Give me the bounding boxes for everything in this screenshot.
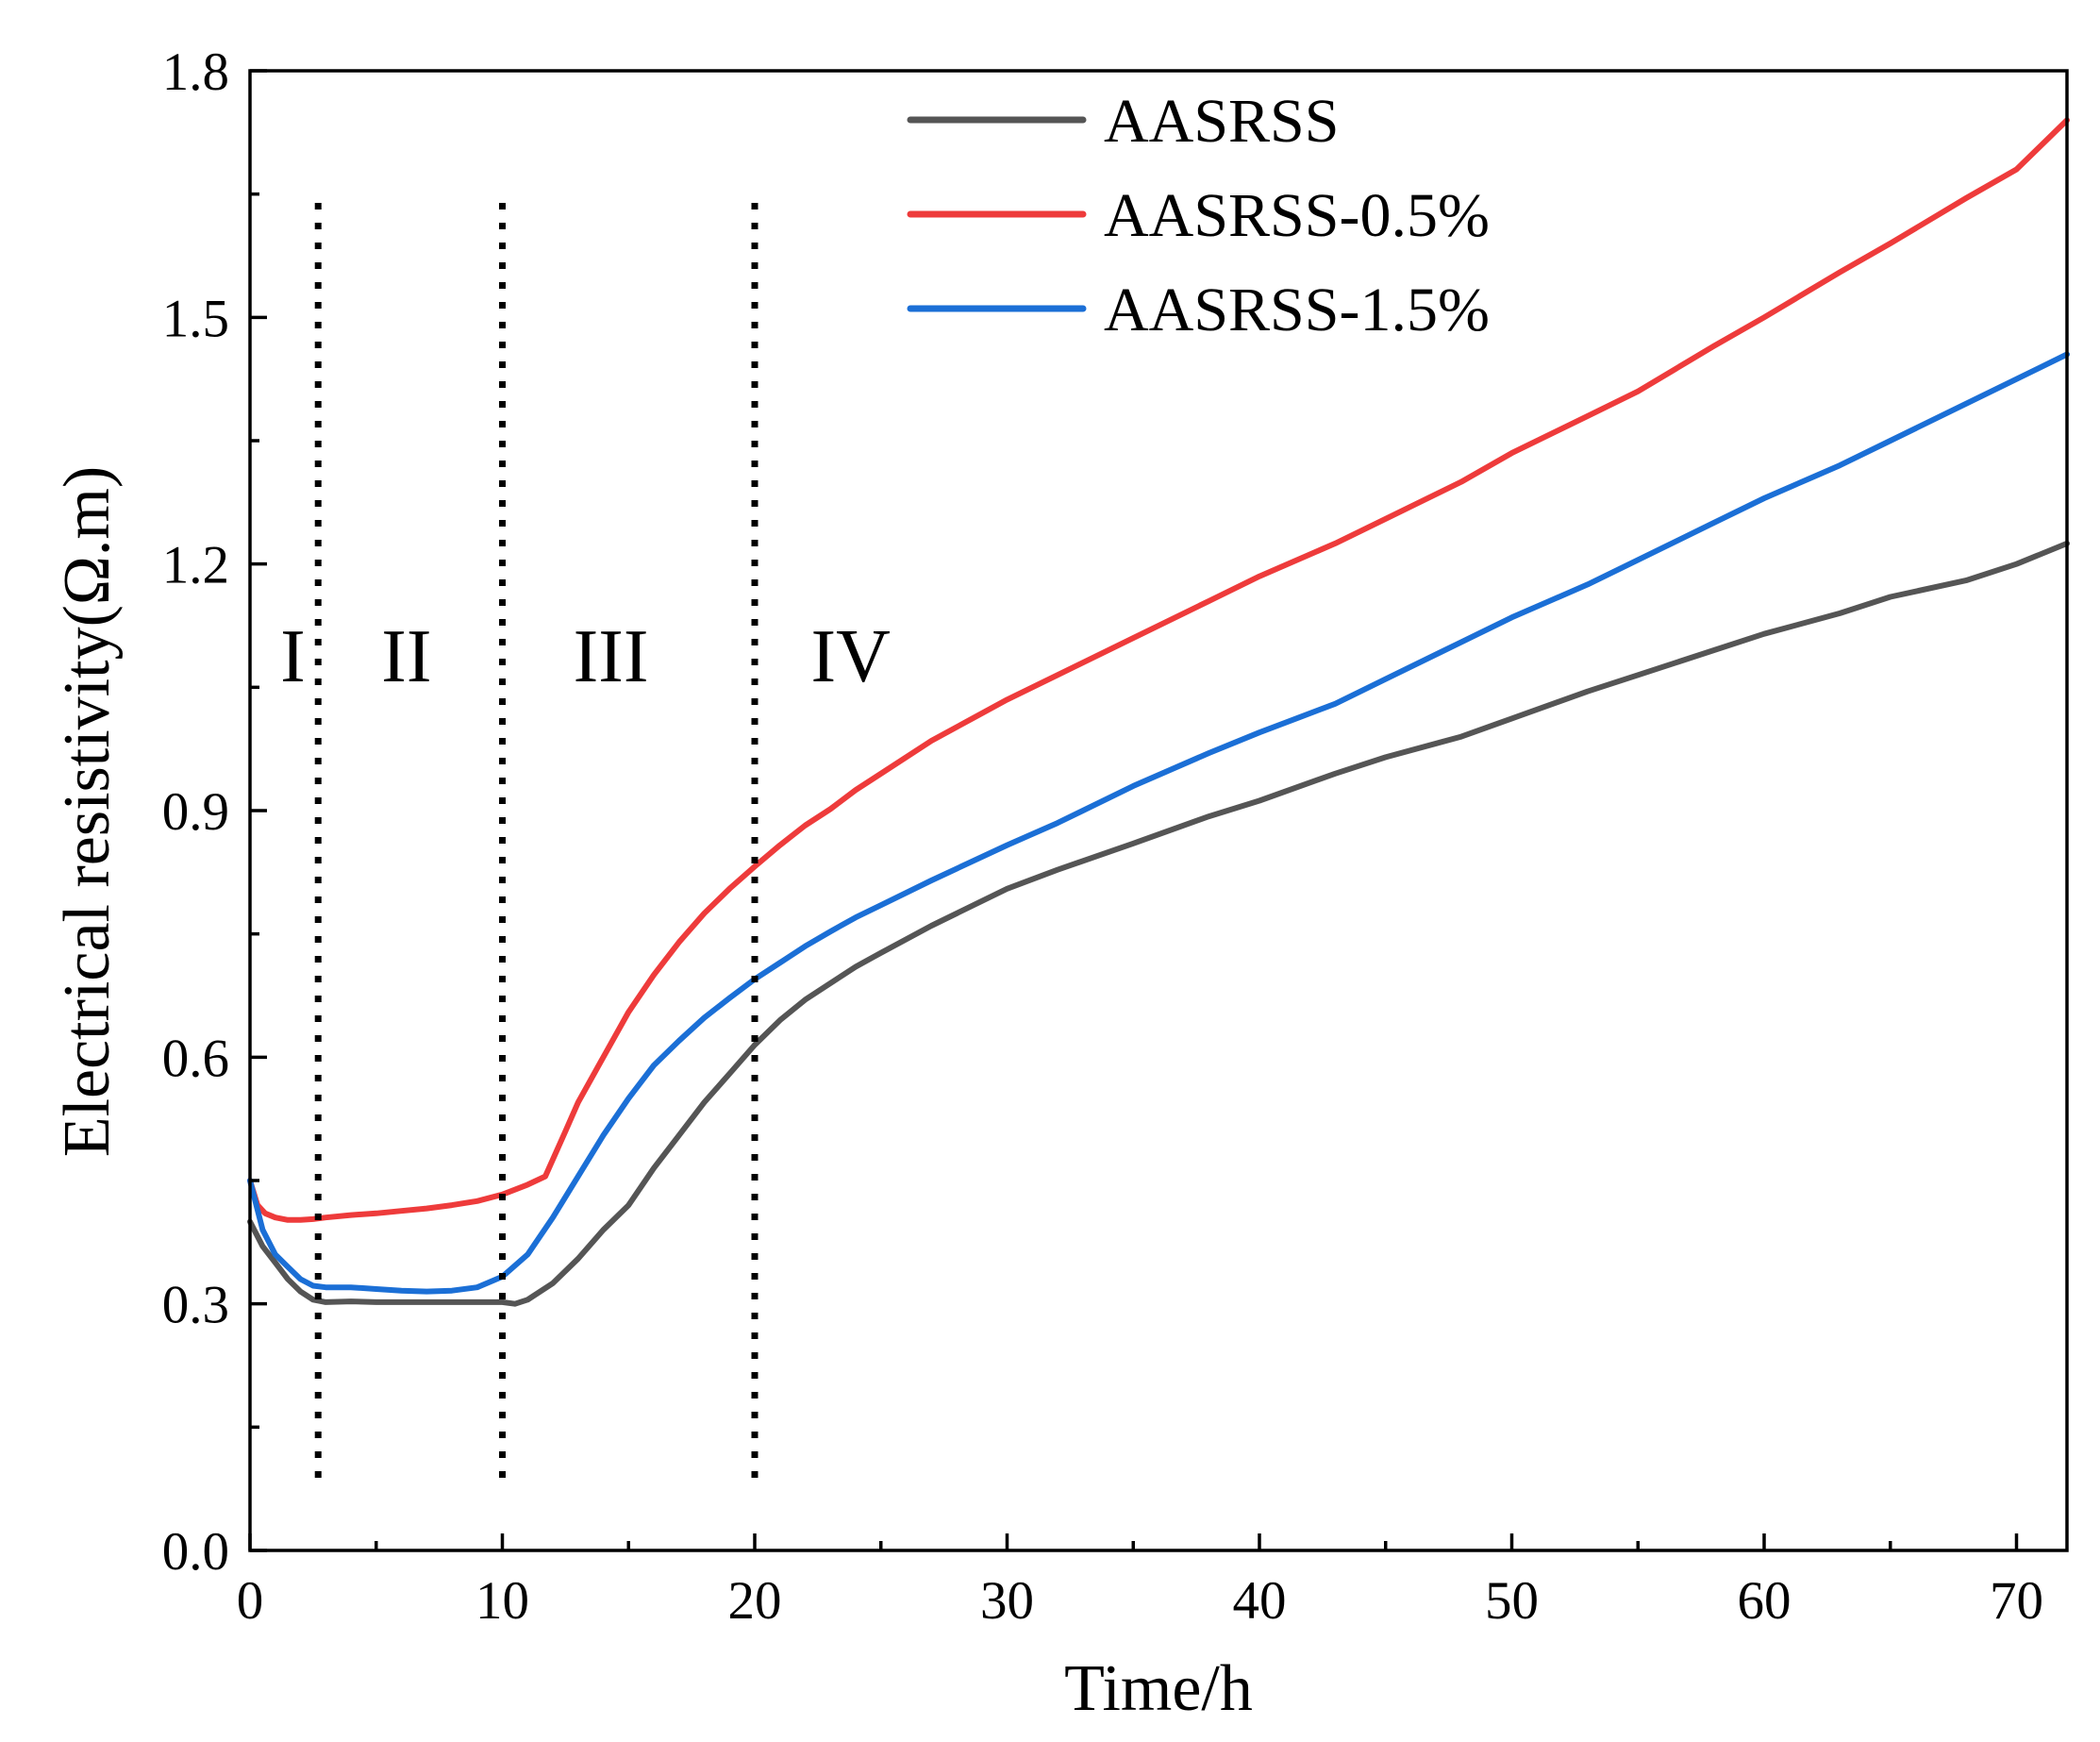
- x-axis-title: Time/h: [1064, 1652, 1253, 1725]
- y-tick-label: 1.2: [162, 536, 229, 595]
- x-tick-label: 30: [980, 1571, 1034, 1631]
- y-axis-ticks: 0.0 0.3 0.6 0.9 1.2 1.5 1.8: [162, 42, 267, 1582]
- x-tick-label: 0: [237, 1571, 264, 1631]
- y-tick-label: 1.5: [162, 289, 229, 348]
- x-tick-label: 60: [1738, 1571, 1792, 1631]
- stage-label: III: [574, 615, 649, 698]
- y-tick-label: 1.8: [162, 42, 229, 102]
- series-line-1: [247, 540, 2070, 1307]
- y-tick-label: 0.0: [162, 1522, 229, 1582]
- stage-label: I: [280, 615, 306, 698]
- y-tick-label: 0.9: [162, 782, 229, 842]
- x-axis-ticks: 0 10 20 30 40 50 60 70: [237, 1533, 2043, 1631]
- x-tick-label: 50: [1485, 1571, 1539, 1631]
- series-layer: [247, 117, 2070, 1307]
- legend: AASRSS AASRSS-0.5% AASRSS-1.5%: [907, 87, 1490, 344]
- stage-labels: I II III IV: [280, 615, 891, 698]
- series-line-2: [247, 117, 2070, 1223]
- legend-label: AASRSS-1.5%: [1104, 276, 1490, 344]
- y-axis-title: Electrical resistivity(Ω.m): [51, 466, 124, 1157]
- legend-label: AASRSS: [1104, 87, 1339, 156]
- stage-boundaries: [314, 203, 758, 1482]
- x-tick-label: 70: [1990, 1571, 2043, 1631]
- stage-label: II: [381, 615, 431, 698]
- y-tick-label: 0.3: [162, 1276, 229, 1335]
- x-tick-label: 10: [475, 1571, 529, 1631]
- x-tick-label: 20: [728, 1571, 782, 1631]
- stage-label: IV: [810, 615, 890, 698]
- series-line-3: [247, 351, 2070, 1295]
- x-tick-label: 40: [1233, 1571, 1287, 1631]
- legend-label: AASRSS-0.5%: [1104, 181, 1490, 250]
- y-tick-label: 0.6: [162, 1029, 229, 1088]
